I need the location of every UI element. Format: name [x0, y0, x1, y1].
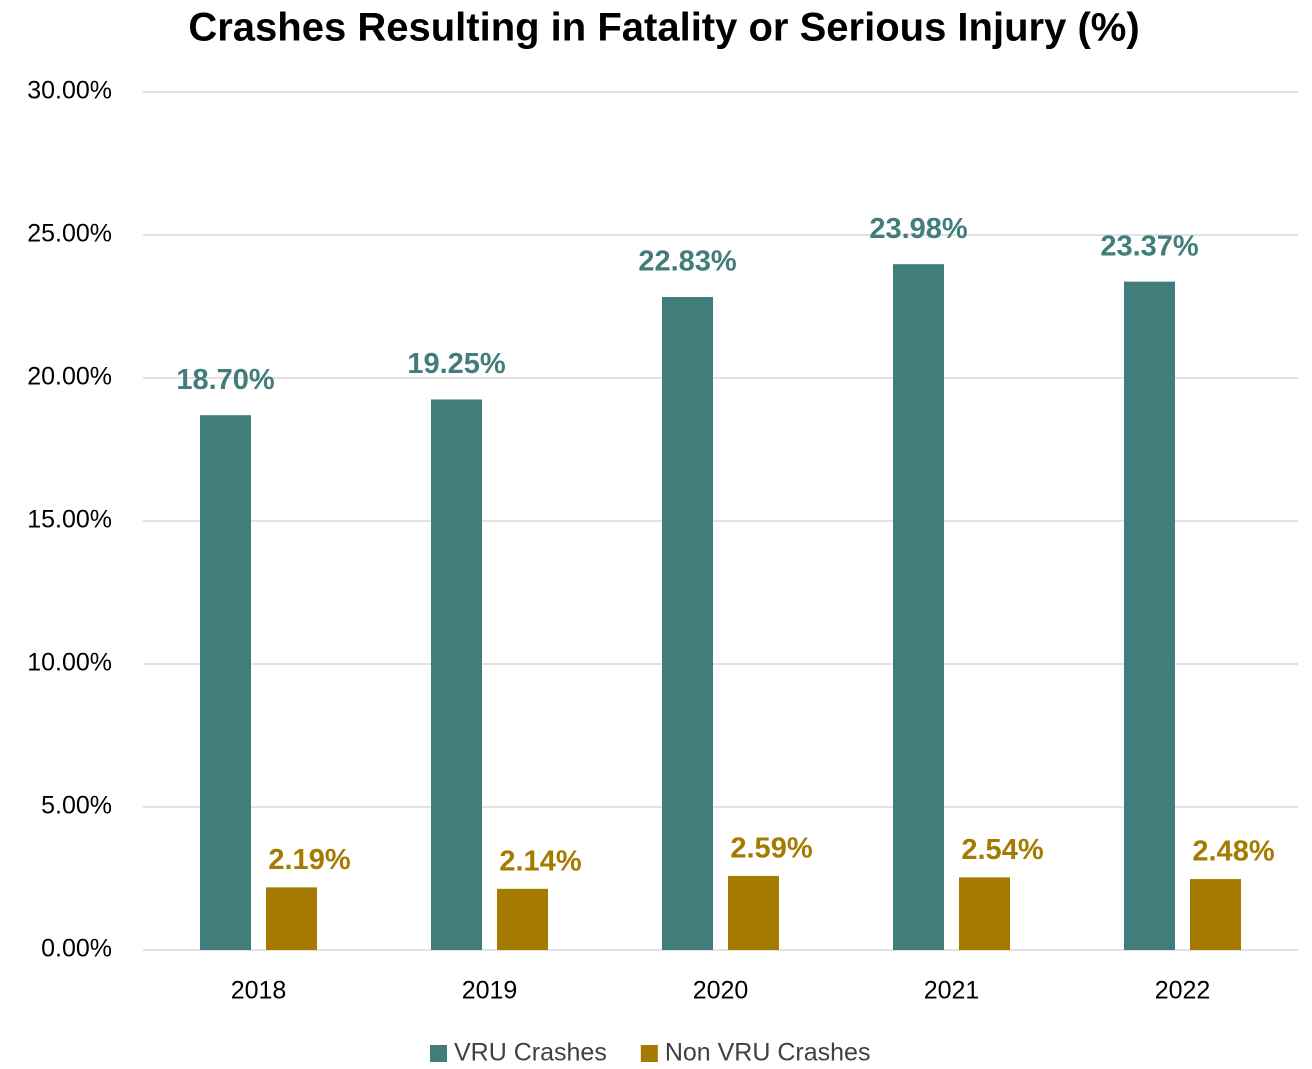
x-tick-label: 2022	[1155, 977, 1211, 1005]
bar	[893, 264, 944, 950]
chart-title: Crashes Resulting in Fatality or Serious…	[188, 6, 1139, 50]
y-tick-label: 30.00%	[27, 77, 112, 105]
data-label: 22.83%	[638, 246, 737, 278]
x-tick-label: 2021	[924, 977, 980, 1005]
data-label: 2.59%	[730, 833, 812, 865]
y-tick-label: 15.00%	[27, 506, 112, 534]
bar	[959, 877, 1010, 950]
x-tick-label: 2020	[693, 977, 749, 1005]
bar	[200, 415, 251, 950]
data-label: 23.37%	[1100, 230, 1199, 262]
legend-swatch	[640, 1045, 658, 1062]
bar	[266, 887, 317, 950]
y-tick-label: 20.00%	[27, 363, 112, 391]
y-tick-label: 0.00%	[41, 935, 112, 963]
bar	[728, 875, 779, 950]
data-label: 18.70%	[176, 364, 275, 396]
data-label: 2.54%	[961, 834, 1043, 866]
bar	[1190, 879, 1241, 950]
data-label: 2.14%	[499, 845, 581, 877]
x-tick-label: 2018	[231, 977, 287, 1005]
y-tick-label: 25.00%	[27, 220, 112, 248]
bar	[497, 888, 548, 950]
bar	[1124, 281, 1175, 950]
bar	[662, 297, 713, 950]
legend-swatch	[430, 1045, 447, 1062]
data-label: 2.19%	[268, 844, 350, 876]
legend-label: Non VRU Crashes	[665, 1039, 871, 1067]
data-label: 23.98%	[869, 213, 968, 245]
y-tick-label: 10.00%	[27, 649, 112, 677]
x-tick-label: 2019	[462, 977, 518, 1005]
legend-label: VRU Crashes	[454, 1039, 607, 1067]
data-label: 2.48%	[1192, 836, 1274, 868]
bar	[431, 399, 482, 950]
data-label: 19.25%	[407, 348, 506, 380]
y-tick-label: 5.00%	[41, 792, 112, 820]
